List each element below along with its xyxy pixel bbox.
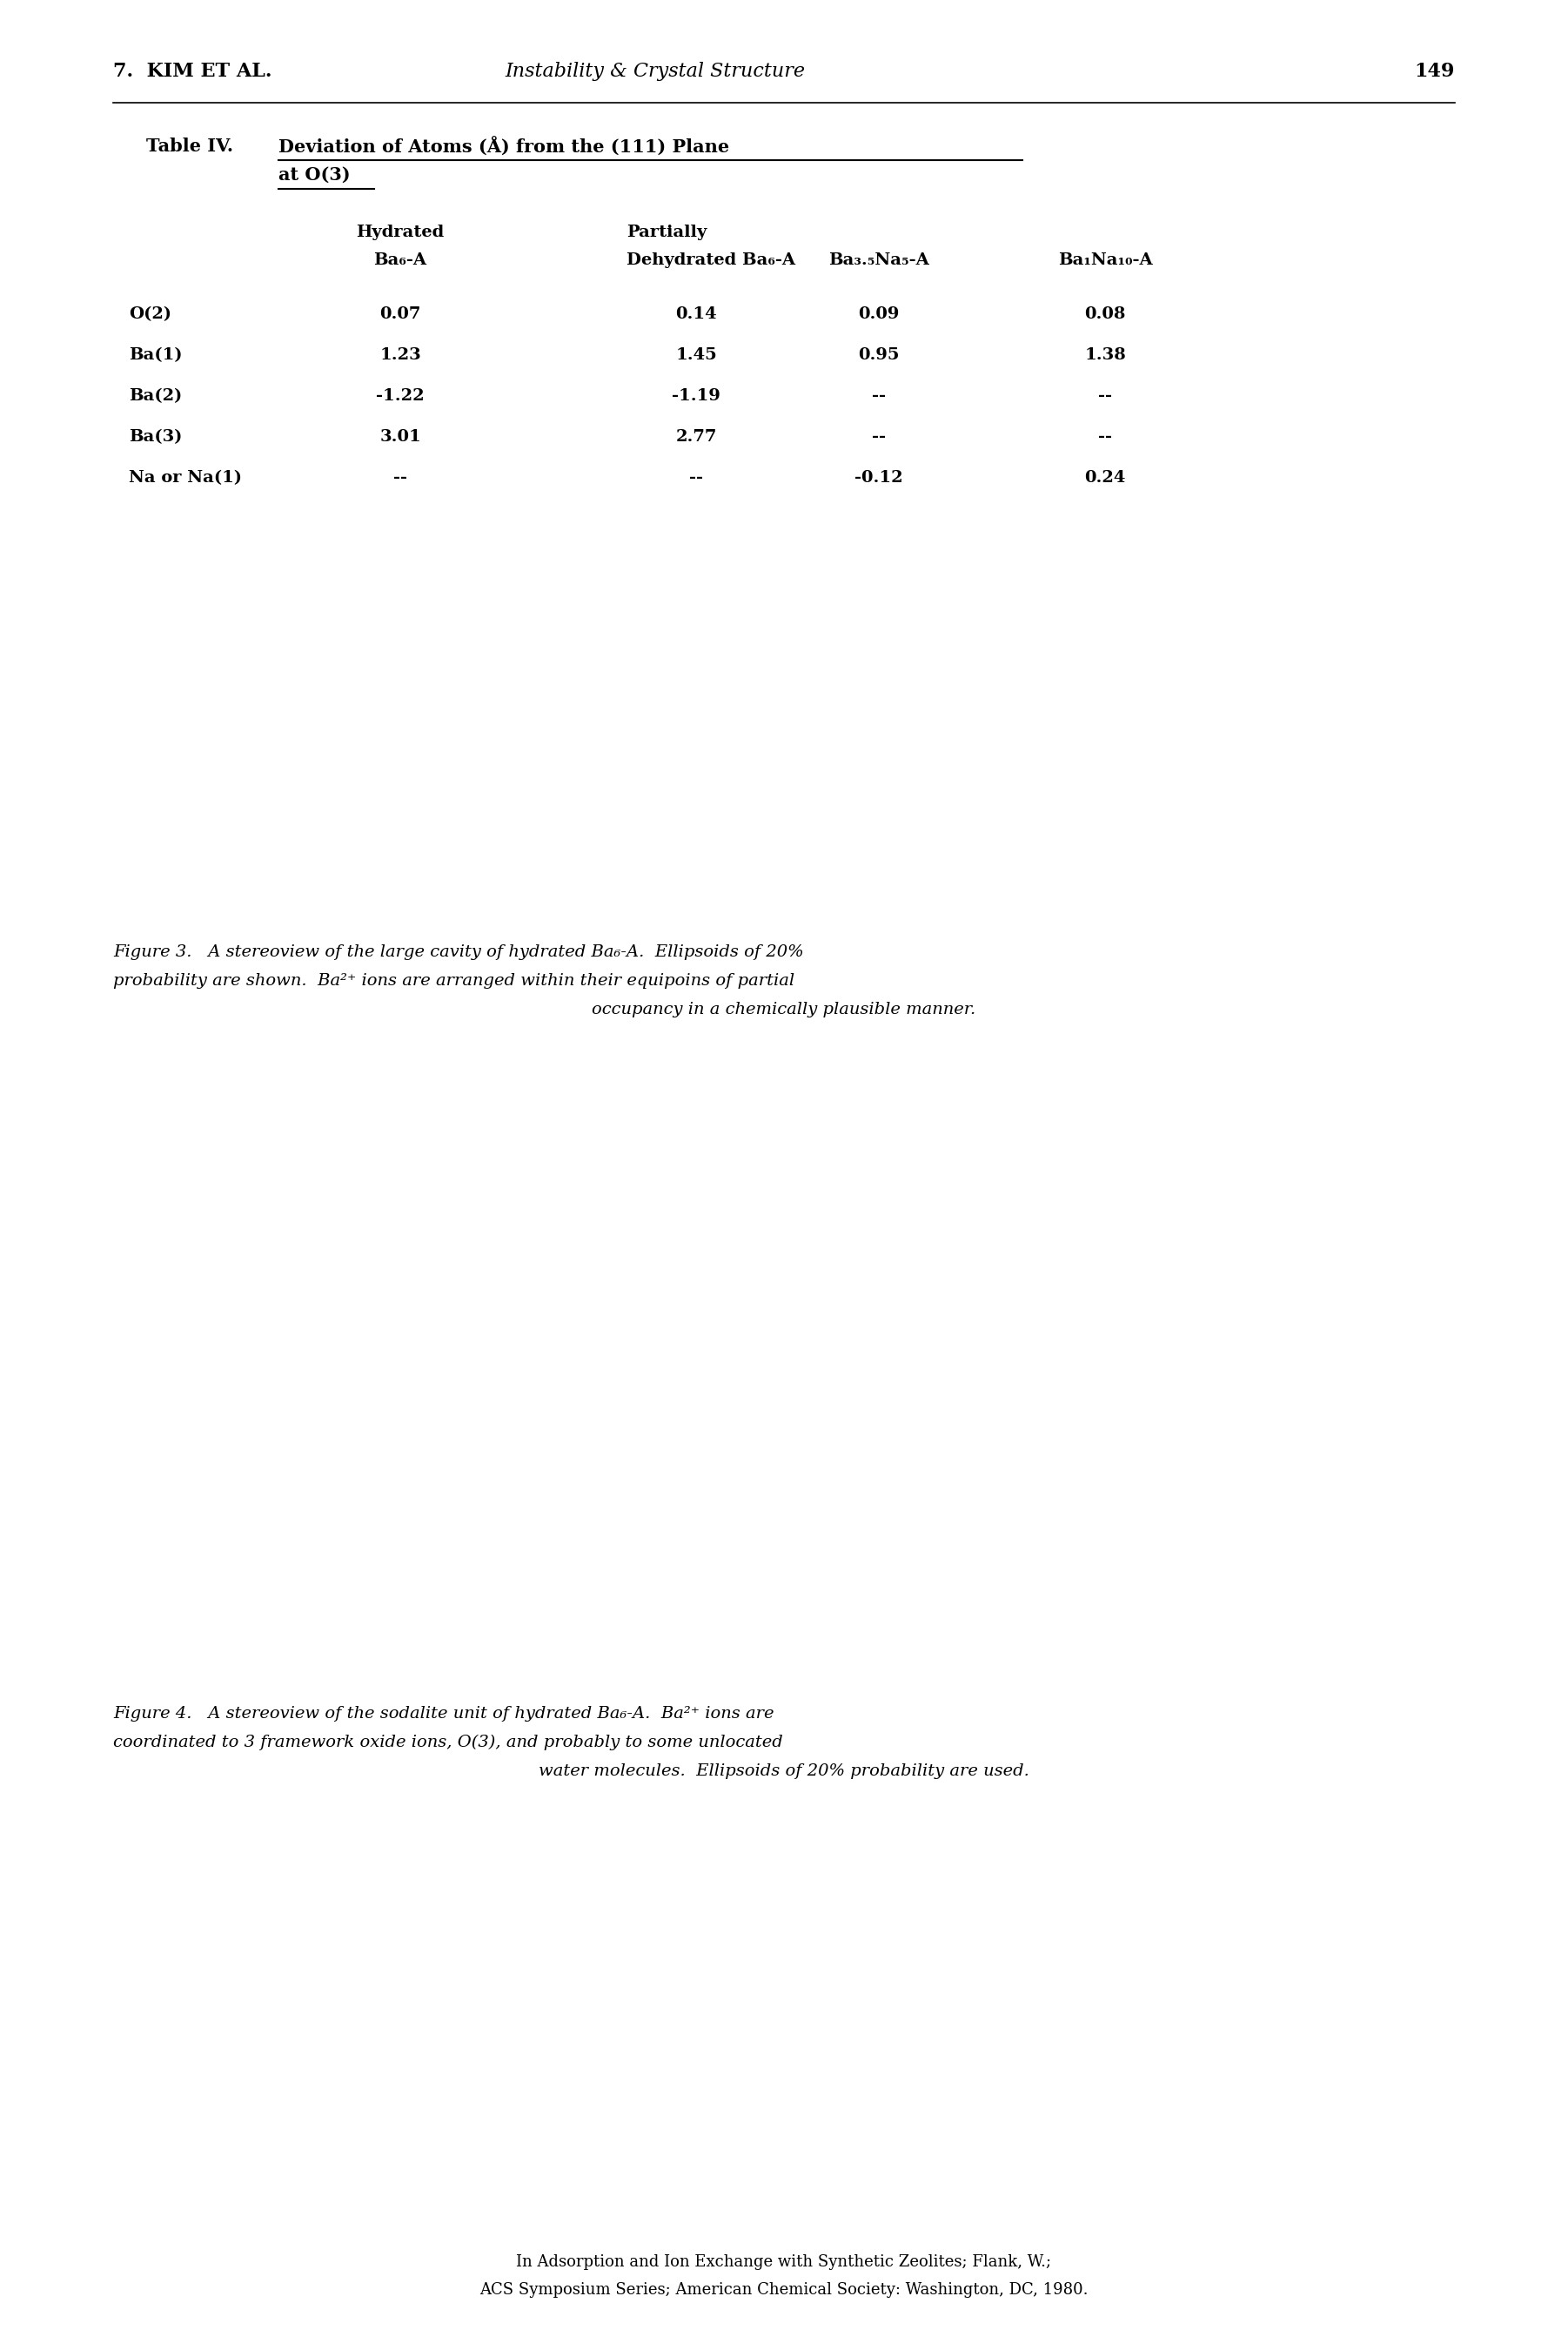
Text: 0.08: 0.08 xyxy=(1085,306,1126,322)
Text: --: -- xyxy=(394,470,408,486)
Text: water molecules.  Ellipsoids of 20% probability are used.: water molecules. Ellipsoids of 20% proba… xyxy=(539,1762,1029,1779)
Text: --: -- xyxy=(872,430,886,444)
Text: probability are shown.  Ba²⁺ ions are arranged within their equipoins of partial: probability are shown. Ba²⁺ ions are arr… xyxy=(113,973,795,989)
Text: 0.14: 0.14 xyxy=(676,306,717,322)
Text: Ba(1): Ba(1) xyxy=(129,348,182,362)
Text: 149: 149 xyxy=(1414,61,1455,80)
Text: Figure 4.   A stereoview of the sodalite unit of hydrated Ba₆-A.  Ba²⁺ ions are: Figure 4. A stereoview of the sodalite u… xyxy=(113,1706,775,1723)
Text: 0.07: 0.07 xyxy=(379,306,420,322)
Text: Ba₁Na₁₀-A: Ba₁Na₁₀-A xyxy=(1058,251,1152,268)
Text: 0.95: 0.95 xyxy=(858,348,900,362)
Text: Ba(3): Ba(3) xyxy=(129,430,182,444)
Text: --: -- xyxy=(1098,388,1112,404)
Text: -0.12: -0.12 xyxy=(855,470,903,486)
Text: at O(3): at O(3) xyxy=(279,167,350,183)
Text: Figure 3.   A stereoview of the large cavity of hydrated Ba₆-A.  Ellipsoids of 2: Figure 3. A stereoview of the large cavi… xyxy=(113,945,804,961)
Text: --: -- xyxy=(872,388,886,404)
Text: ACS Symposium Series; American Chemical Society: Washington, DC, 1980.: ACS Symposium Series; American Chemical … xyxy=(480,2282,1088,2298)
Text: 0.24: 0.24 xyxy=(1085,470,1126,486)
Text: 2.77: 2.77 xyxy=(676,430,717,444)
Text: Ba₃.₅Na₅-A: Ba₃.₅Na₅-A xyxy=(828,251,930,268)
Text: 0.09: 0.09 xyxy=(858,306,900,322)
Text: 3.01: 3.01 xyxy=(379,430,422,444)
Text: -1.19: -1.19 xyxy=(671,388,720,404)
Text: 1.38: 1.38 xyxy=(1085,348,1126,362)
Text: Dehydrated Ba₆-A: Dehydrated Ba₆-A xyxy=(627,251,795,268)
Text: -1.22: -1.22 xyxy=(376,388,425,404)
Text: Ba₆-A: Ba₆-A xyxy=(373,251,426,268)
Text: Hydrated: Hydrated xyxy=(356,226,444,240)
Text: Partially: Partially xyxy=(627,226,707,240)
Text: --: -- xyxy=(1098,430,1112,444)
Text: 1.23: 1.23 xyxy=(379,348,422,362)
Text: --: -- xyxy=(690,470,702,486)
Text: occupancy in a chemically plausible manner.: occupancy in a chemically plausible mann… xyxy=(593,1001,975,1018)
Text: coordinated to 3 framework oxide ions, O(3), and probably to some unlocated: coordinated to 3 framework oxide ions, O… xyxy=(113,1734,782,1751)
Text: 1.45: 1.45 xyxy=(676,348,717,362)
Text: Deviation of Atoms (Å) from the (111) Plane: Deviation of Atoms (Å) from the (111) Pl… xyxy=(279,139,729,157)
Text: 7.  KIM ET AL.: 7. KIM ET AL. xyxy=(113,61,271,80)
Text: Ba(2): Ba(2) xyxy=(129,388,182,404)
Text: O(2): O(2) xyxy=(129,306,171,322)
Text: Na or Na(1): Na or Na(1) xyxy=(129,470,241,486)
Text: Table IV.: Table IV. xyxy=(146,139,234,155)
Text: In Adsorption and Ion Exchange with Synthetic Zeolites; Flank, W.;: In Adsorption and Ion Exchange with Synt… xyxy=(516,2254,1052,2270)
Text: Instability & Crystal Structure: Instability & Crystal Structure xyxy=(505,61,804,80)
